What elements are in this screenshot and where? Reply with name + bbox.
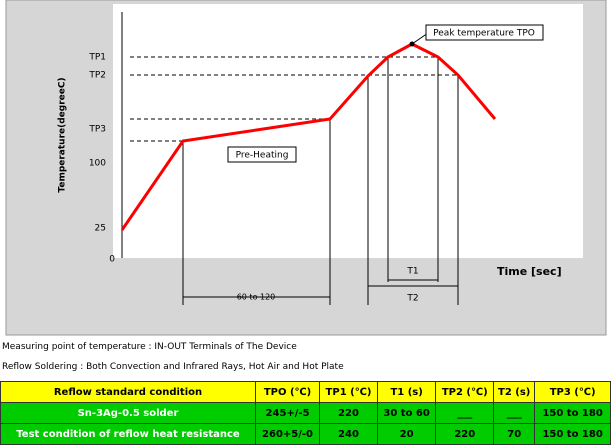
cell: 240 bbox=[319, 423, 378, 445]
cell: ___ bbox=[493, 402, 536, 424]
y-label: TP2 bbox=[88, 71, 106, 81]
peak-box bbox=[425, 24, 544, 41]
conditions-table: Reflow standard condition TPO (℃) TP1 (℃… bbox=[0, 381, 611, 445]
verticals bbox=[182, 32, 459, 305]
preheat-box bbox=[227, 146, 297, 163]
cell: 70 bbox=[493, 423, 536, 445]
cell: ___ bbox=[435, 402, 495, 424]
header-cell: T1 (s) bbox=[376, 381, 437, 403]
header-cell: TP1 (℃) bbox=[319, 381, 378, 403]
y-label: 100 bbox=[89, 159, 106, 169]
peak-dot bbox=[409, 41, 415, 47]
header-cell: Reflow standard condition bbox=[0, 381, 256, 403]
t1-label: T1 bbox=[406, 267, 418, 277]
cell: 20 bbox=[376, 423, 437, 445]
peak-label: Peak temperature TPO bbox=[433, 29, 535, 39]
span-label: 60 to 120 bbox=[237, 293, 276, 302]
cell: 30 to 60 bbox=[376, 402, 437, 424]
cell: Test condition of reflow heat resistance bbox=[0, 423, 256, 445]
note: Reflow Soldering : Both Convection and I… bbox=[2, 362, 344, 372]
preheat-label: Pre-Heating bbox=[236, 151, 289, 161]
y-axis-title: Temperature(degreeC) bbox=[58, 77, 68, 192]
y-label: 25 bbox=[95, 224, 106, 234]
cell: Sn-3Ag-0.5 solder bbox=[0, 402, 256, 424]
row: Test condition of reflow heat resistance… bbox=[0, 423, 611, 445]
temperature-profile bbox=[120, 42, 497, 231]
header-cell: TP2 (℃) bbox=[435, 381, 495, 403]
y-label: TP3 bbox=[88, 125, 106, 135]
header-cell: TP3 (℃) bbox=[534, 381, 611, 403]
guides bbox=[130, 56, 458, 142]
cell: 220 bbox=[319, 402, 378, 424]
row: Sn-3Ag-0.5 solder 245+/-5 220 30 to 60 _… bbox=[0, 402, 611, 424]
cell: 220 bbox=[435, 423, 495, 445]
header-row: Reflow standard condition TPO (℃) TP1 (℃… bbox=[0, 381, 611, 403]
x-axis-title: Time [sec] bbox=[497, 265, 562, 278]
cell: 150 to 180 bbox=[534, 423, 611, 445]
cell: 150 to 180 bbox=[534, 402, 611, 424]
cell: 260+5/-0 bbox=[254, 423, 321, 445]
note: Measuring point of temperature : IN-OUT … bbox=[2, 342, 297, 352]
profile-diagram: Peak temperature TPO Pre-Heating 60 to 1… bbox=[5, 0, 607, 336]
plot-area bbox=[113, 4, 583, 258]
y-label: 0 bbox=[109, 255, 115, 265]
cell: 245+/-5 bbox=[254, 402, 321, 424]
t2-label: T2 bbox=[406, 294, 418, 304]
y-label: TP1 bbox=[88, 53, 106, 63]
header-cell: TPO (℃) bbox=[254, 381, 321, 403]
header-cell: T2 (s) bbox=[493, 381, 536, 403]
